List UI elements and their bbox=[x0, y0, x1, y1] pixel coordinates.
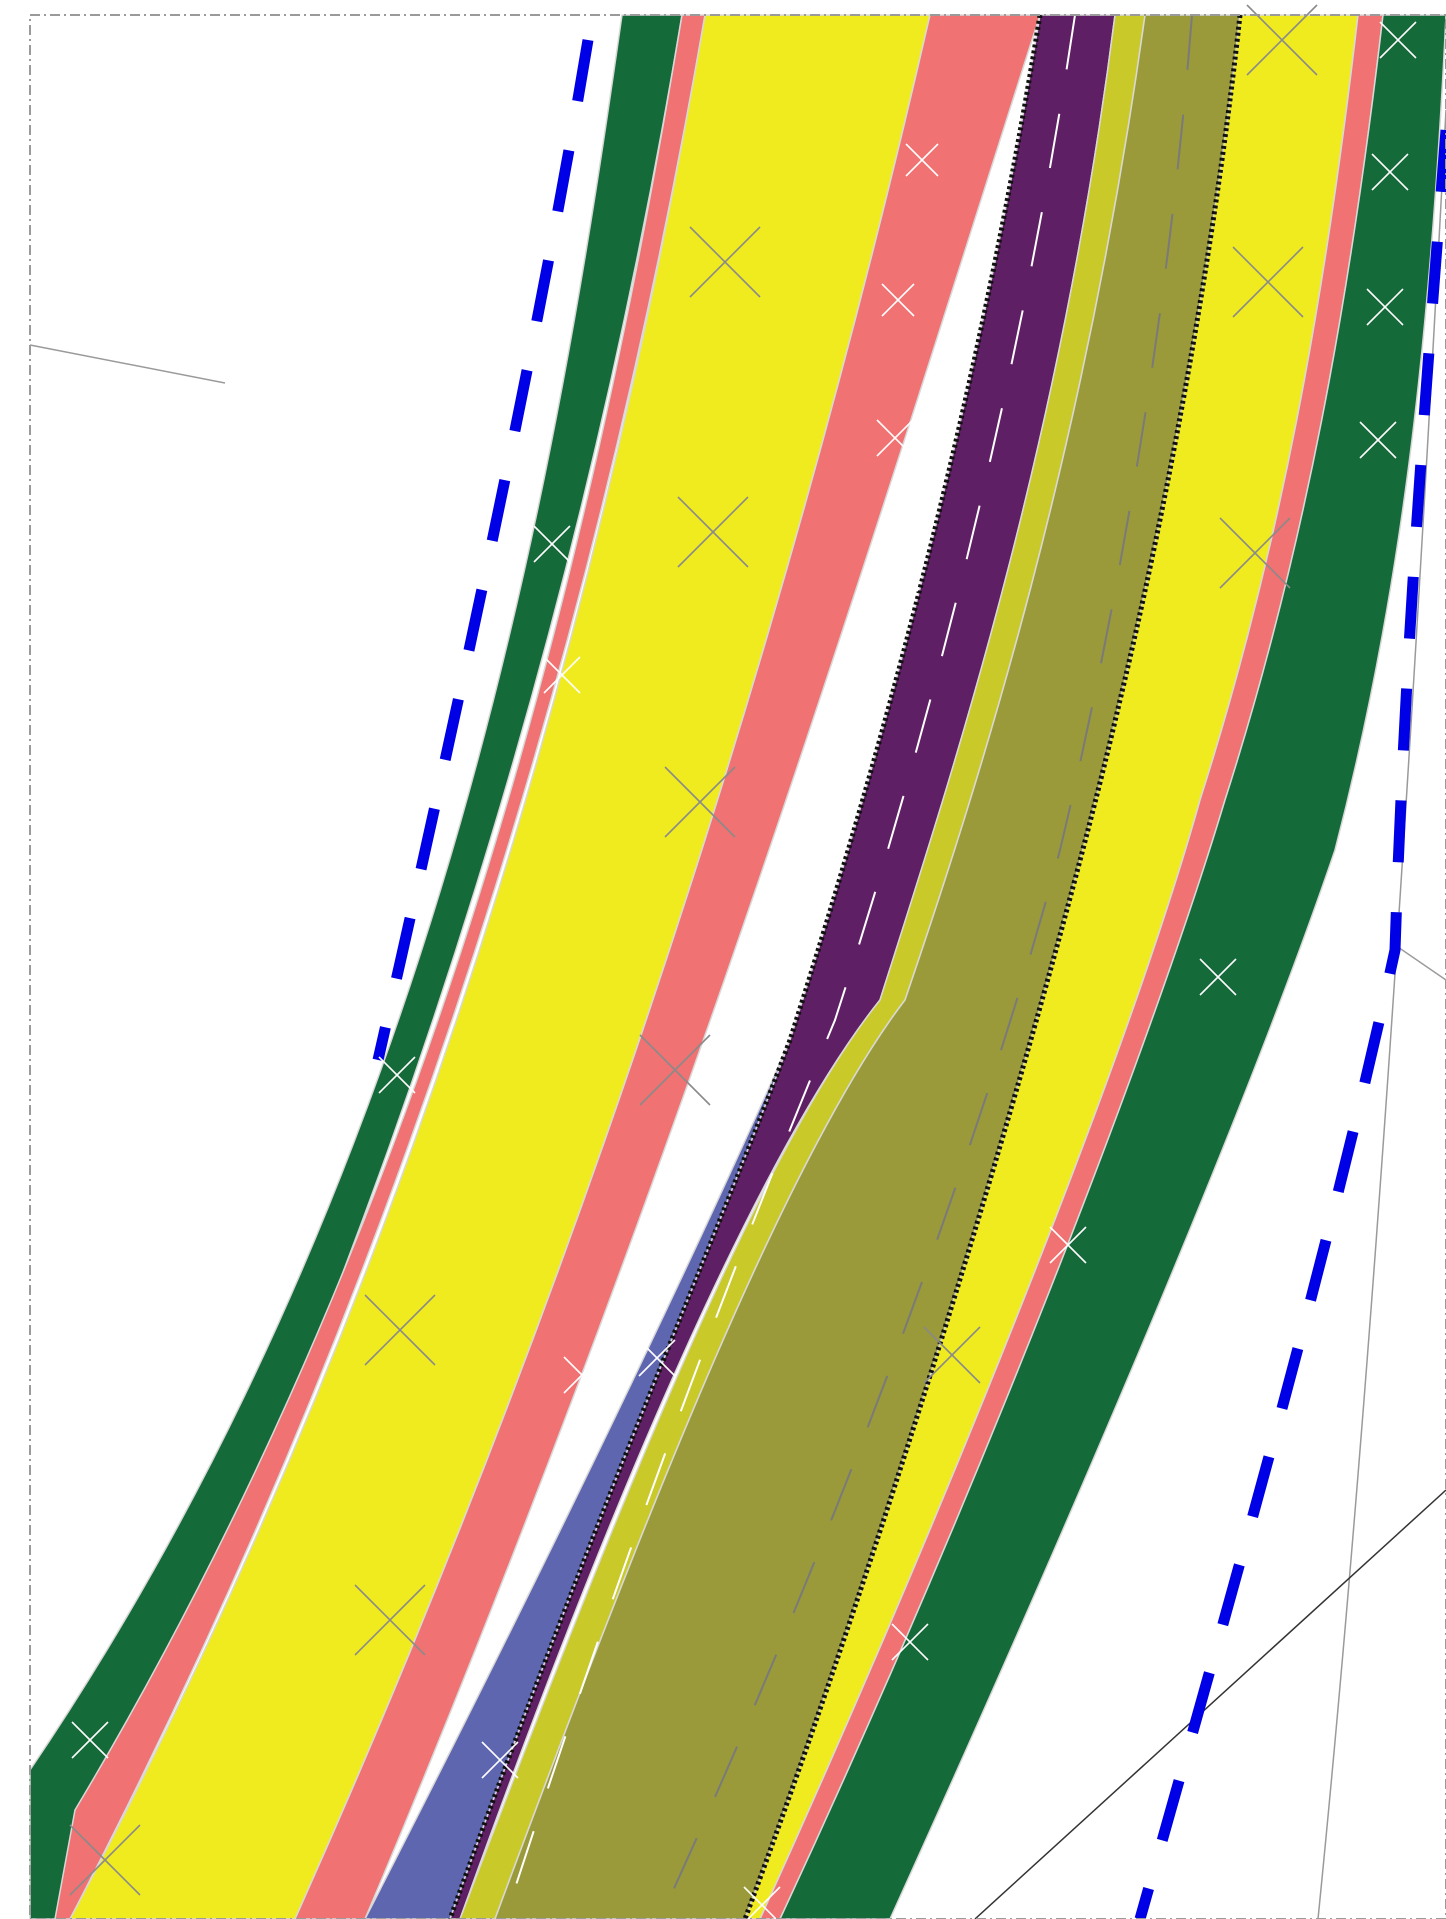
purple-lane-dash bbox=[504, 14, 1076, 1919]
lane-dashes bbox=[504, 14, 1193, 1919]
cross-hatch-marker bbox=[533, 525, 571, 563]
cross-hatch-marker bbox=[71, 1721, 109, 1759]
right-boundary-line bbox=[1134, 129, 1446, 1919]
cross-hatch-marker bbox=[1359, 421, 1397, 459]
cross-hatch-marker bbox=[1371, 153, 1409, 191]
cross-hatch-marker bbox=[689, 226, 761, 298]
cross-hatch-marker bbox=[378, 1056, 416, 1094]
boundary-lines bbox=[372, 39, 1446, 1919]
cross-hatch-marker bbox=[563, 1356, 601, 1394]
olive-lane-dash bbox=[659, 14, 1193, 1919]
center-buffer bbox=[294, 14, 1042, 1919]
cross-hatch-marker bbox=[1232, 246, 1304, 318]
ref-line-short-right bbox=[1394, 944, 1446, 981]
cross-hatch-marker bbox=[1049, 1226, 1087, 1264]
cross-hatch-marker bbox=[876, 419, 914, 457]
cross-hatch-marker bbox=[923, 1326, 981, 1384]
map-frame bbox=[29, 14, 1446, 1919]
cross-hatch-marker bbox=[1199, 958, 1237, 996]
ref-line-top-left bbox=[29, 344, 226, 384]
cross-hatch-marker bbox=[709, 1089, 747, 1127]
left-verge bbox=[29, 14, 683, 1919]
cross-hatch-marker bbox=[1366, 288, 1404, 326]
dotted-edge-right bbox=[742, 14, 1243, 1919]
cross-hatch-marker bbox=[881, 554, 919, 592]
cross-hatch-markers bbox=[69, 4, 1417, 1919]
cross-hatch-marker bbox=[1246, 4, 1318, 76]
cross-hatch-marker bbox=[1379, 21, 1417, 59]
cross-hatch-marker bbox=[881, 283, 915, 317]
cross-hatch-marker bbox=[639, 1034, 711, 1106]
cross-hatch-marker bbox=[891, 1623, 929, 1661]
left-boundary-line bbox=[372, 39, 594, 1062]
cross-hatch-marker bbox=[364, 1294, 436, 1366]
cross-hatch-marker bbox=[638, 1339, 676, 1377]
cross-hatch-marker bbox=[69, 1824, 141, 1896]
cross-hatch-marker bbox=[354, 1584, 426, 1656]
dotted-edges bbox=[447, 14, 1243, 1919]
cross-hatch-marker bbox=[743, 1886, 781, 1919]
cross-hatch-marker bbox=[905, 143, 939, 177]
cross-hatch-marker bbox=[664, 766, 736, 838]
cross-hatch-marker bbox=[677, 496, 749, 568]
cross-hatch-marker bbox=[543, 656, 581, 694]
cross-hatch-marker bbox=[1219, 517, 1291, 589]
ref-line-diagonal bbox=[974, 1489, 1446, 1919]
cross-hatch-marker bbox=[481, 1741, 519, 1779]
